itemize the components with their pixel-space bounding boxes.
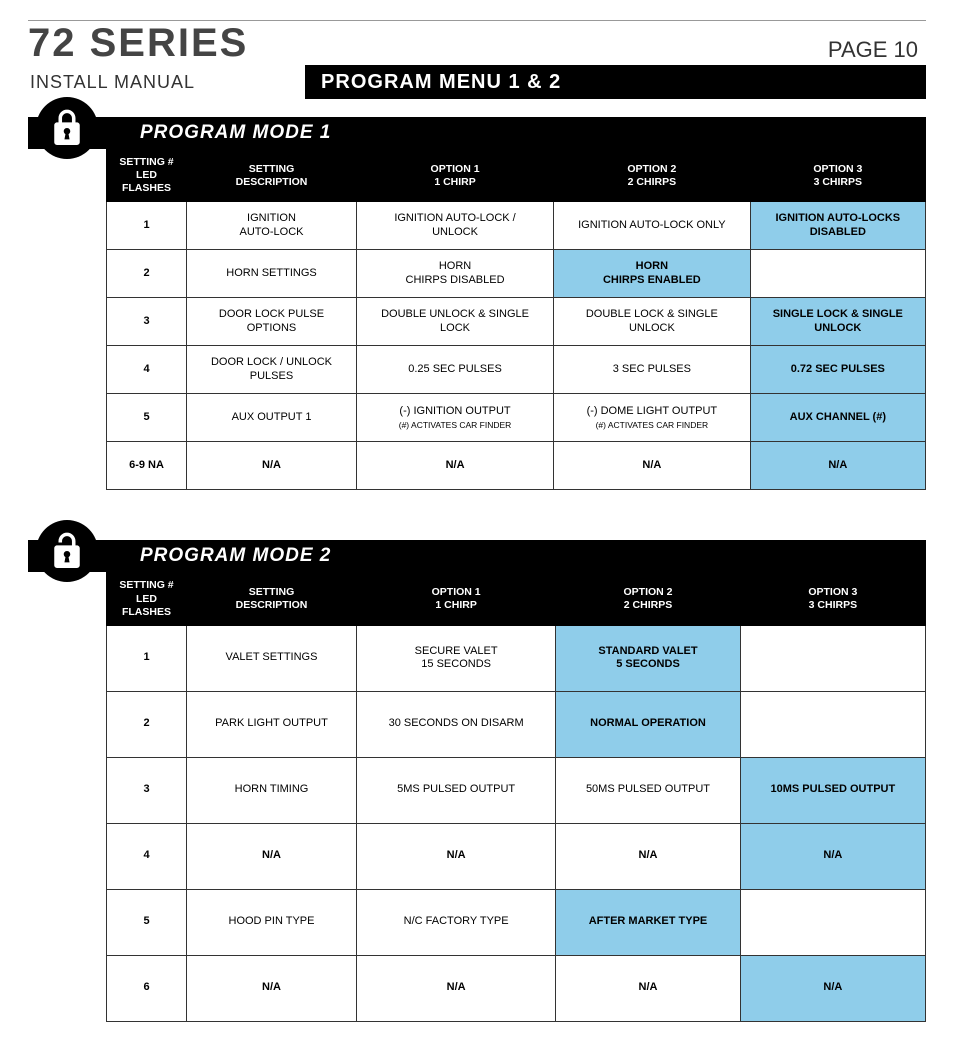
option-3 (740, 625, 925, 691)
option-1: DOUBLE UNLOCK & SINGLELOCK (357, 298, 554, 346)
table-header-row: SETTING #LEDFLASHES SETTINGDESCRIPTION O… (107, 150, 926, 202)
table-row: 2HORN SETTINGSHORNCHIRPS DISABLEDHORNCHI… (107, 250, 926, 298)
option-2: (-) DOME LIGHT OUTPUT(#) ACTIVATES CAR F… (554, 394, 751, 442)
setting-number: 5 (107, 889, 187, 955)
program-mode-2-title: PROGRAM MODE 2 (28, 540, 926, 572)
option-3: 0.72 SEC PULSES (750, 346, 925, 394)
program-mode-1-title: PROGRAM MODE 1 (28, 117, 926, 149)
option-2: N/A (556, 955, 740, 1021)
option-3: SINGLE LOCK & SINGLEUNLOCK (750, 298, 925, 346)
option-2: 3 SEC PULSES (554, 346, 751, 394)
table-header-row: SETTING #LEDFLASHES SETTINGDESCRIPTION O… (107, 573, 926, 625)
table-row: 6-9 NAN/AN/AN/AN/A (107, 442, 926, 490)
option-3 (740, 889, 925, 955)
option-3: 10MS PULSED OUTPUT (740, 757, 925, 823)
col-header-option-2: OPTION 22 CHIRPS (554, 150, 751, 202)
setting-description: N/A (187, 442, 357, 490)
option-1: 5MS PULSED OUTPUT (357, 757, 556, 823)
col-header-setting-num: SETTING #LEDFLASHES (107, 150, 187, 202)
subheader-row: INSTALL MANUAL PROGRAM MENU 1 & 2 (28, 65, 926, 99)
option-1: IGNITION AUTO-LOCK /UNLOCK (357, 202, 554, 250)
option-2: NORMAL OPERATION (556, 691, 740, 757)
setting-number: 4 (107, 823, 187, 889)
setting-number: 1 (107, 625, 187, 691)
setting-number: 2 (107, 691, 187, 757)
option-1: SECURE VALET15 SECONDS (357, 625, 556, 691)
page-number: PAGE 10 (828, 37, 926, 63)
option-1: HORNCHIRPS DISABLED (357, 250, 554, 298)
table-row: 3DOOR LOCK PULSEOPTIONSDOUBLE UNLOCK & S… (107, 298, 926, 346)
setting-number: 2 (107, 250, 187, 298)
option-1: N/A (357, 955, 556, 1021)
setting-description: DOOR LOCK PULSEOPTIONS (187, 298, 357, 346)
setting-description: VALET SETTINGS (187, 625, 357, 691)
option-1: N/A (357, 442, 554, 490)
lock-open-icon (36, 520, 98, 582)
program-mode-2-table: SETTING #LEDFLASHES SETTINGDESCRIPTION O… (106, 572, 926, 1021)
option-2: N/A (554, 442, 751, 490)
option-3: N/A (740, 955, 925, 1021)
setting-description: AUX OUTPUT 1 (187, 394, 357, 442)
setting-description: DOOR LOCK / UNLOCKPULSES (187, 346, 357, 394)
col-header-setting-desc: SETTINGDESCRIPTION (187, 150, 357, 202)
option-2: STANDARD VALET5 SECONDS (556, 625, 740, 691)
install-manual-label: INSTALL MANUAL (28, 72, 195, 93)
table-row: 1VALET SETTINGSSECURE VALET15 SECONDSSTA… (107, 625, 926, 691)
option-3: N/A (740, 823, 925, 889)
table-row: 1IGNITIONAUTO-LOCKIGNITION AUTO-LOCK /UN… (107, 202, 926, 250)
col-header-setting-num: SETTING #LEDFLASHES (107, 573, 187, 625)
option-3: AUX CHANNEL (#) (750, 394, 925, 442)
setting-number: 3 (107, 757, 187, 823)
program-mode-1-table: SETTING #LEDFLASHES SETTINGDESCRIPTION O… (106, 149, 926, 490)
option-1: (-) IGNITION OUTPUT(#) ACTIVATES CAR FIN… (357, 394, 554, 442)
setting-number: 1 (107, 202, 187, 250)
setting-number: 6-9 NA (107, 442, 187, 490)
option-3 (750, 250, 925, 298)
table-row: 6N/AN/AN/AN/A (107, 955, 926, 1021)
option-2: IGNITION AUTO-LOCK ONLY (554, 202, 751, 250)
setting-description: N/A (187, 823, 357, 889)
setting-number: 3 (107, 298, 187, 346)
table-row: 2PARK LIGHT OUTPUT30 SECONDS ON DISARMNO… (107, 691, 926, 757)
setting-description: PARK LIGHT OUTPUT (187, 691, 357, 757)
option-3: IGNITION AUTO-LOCKSDISABLED (750, 202, 925, 250)
table-row: 4N/AN/AN/AN/A (107, 823, 926, 889)
setting-description: N/A (187, 955, 357, 1021)
option-1: 30 SECONDS ON DISARM (357, 691, 556, 757)
setting-description: IGNITIONAUTO-LOCK (187, 202, 357, 250)
program-menu-banner: PROGRAM MENU 1 & 2 (305, 65, 926, 99)
table-row: 5AUX OUTPUT 1(-) IGNITION OUTPUT(#) ACTI… (107, 394, 926, 442)
option-1: 0.25 SEC PULSES (357, 346, 554, 394)
program-mode-2-header: PROGRAM MODE 2 (28, 540, 926, 572)
setting-description: HORN SETTINGS (187, 250, 357, 298)
col-header-option-3: OPTION 33 CHIRPS (740, 573, 925, 625)
table-row: 3HORN TIMING5MS PULSED OUTPUT50MS PULSED… (107, 757, 926, 823)
setting-number: 4 (107, 346, 187, 394)
program-mode-1-header: PROGRAM MODE 1 (28, 117, 926, 149)
setting-number: 6 (107, 955, 187, 1021)
col-header-option-3: OPTION 33 CHIRPS (750, 150, 925, 202)
option-3: N/A (750, 442, 925, 490)
setting-description: HOOD PIN TYPE (187, 889, 357, 955)
option-1: N/A (357, 823, 556, 889)
option-3 (740, 691, 925, 757)
setting-description: HORN TIMING (187, 757, 357, 823)
col-header-option-2: OPTION 22 CHIRPS (556, 573, 740, 625)
table-row: 4DOOR LOCK / UNLOCKPULSES0.25 SEC PULSES… (107, 346, 926, 394)
option-2: DOUBLE LOCK & SINGLEUNLOCK (554, 298, 751, 346)
col-header-option-1: OPTION 11 CHIRP (357, 150, 554, 202)
col-header-option-1: OPTION 11 CHIRP (357, 573, 556, 625)
series-title: 72 SERIES (28, 23, 248, 63)
option-2: N/A (556, 823, 740, 889)
option-2: AFTER MARKET TYPE (556, 889, 740, 955)
col-header-setting-desc: SETTINGDESCRIPTION (187, 573, 357, 625)
page-header: 72 SERIES PAGE 10 (28, 20, 926, 63)
table-row: 5HOOD PIN TYPEN/C FACTORY TYPEAFTER MARK… (107, 889, 926, 955)
setting-number: 5 (107, 394, 187, 442)
option-2: 50MS PULSED OUTPUT (556, 757, 740, 823)
option-1: N/C FACTORY TYPE (357, 889, 556, 955)
lock-closed-icon (36, 97, 98, 159)
option-2: HORNCHIRPS ENABLED (554, 250, 751, 298)
